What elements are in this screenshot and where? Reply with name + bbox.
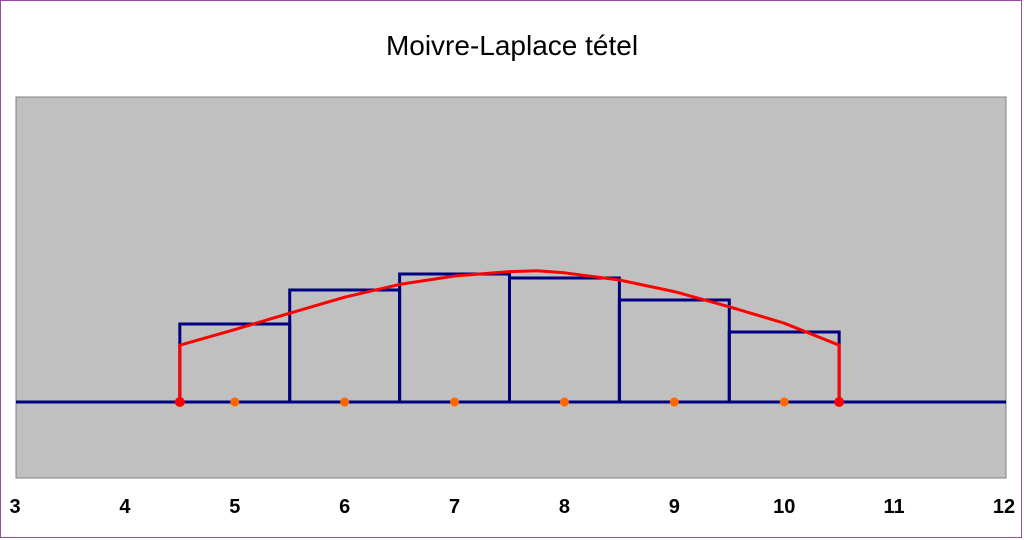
x-tick-label: 10: [773, 496, 795, 518]
endpoint-marker: [834, 397, 845, 407]
normal-curve: [178, 269, 841, 402]
midpoint-marker: [230, 397, 240, 407]
x-tick-label: 6: [339, 496, 350, 518]
chart-title: Moivre-Laplace tétel: [385, 30, 639, 61]
markers: [174, 397, 845, 407]
x-tick-labels: 3 4 5 6 7 8 9 10 11 12: [9, 496, 1015, 518]
x-tick-label: 3: [9, 496, 20, 518]
midpoint-marker: [779, 397, 789, 407]
x-tick-label: 9: [669, 496, 680, 518]
x-tick-label: 7: [449, 496, 460, 518]
x-tick-label: 4: [119, 496, 131, 518]
midpoint-marker: [559, 397, 569, 407]
curve-line: [178, 269, 841, 402]
x-tick-label: 8: [559, 496, 570, 518]
x-tick-label: 5: [229, 496, 240, 518]
midpoint-marker: [450, 397, 460, 407]
midpoint-marker: [340, 397, 350, 407]
x-tick-label: 11: [884, 496, 905, 518]
midpoint-marker: [669, 397, 679, 407]
endpoint-marker: [174, 397, 185, 407]
x-tick-label: 12: [993, 496, 1015, 518]
